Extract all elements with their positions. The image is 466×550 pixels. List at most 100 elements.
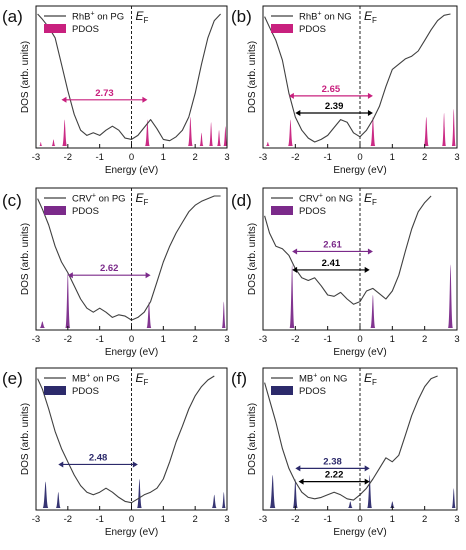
fermi-label-e: E [136, 9, 145, 23]
gap-arrow: 2.48 [58, 452, 138, 468]
panel-label: (f) [231, 369, 247, 388]
legend-pdos-label: PDOS [72, 24, 99, 35]
gap-arrow-head-left [288, 92, 294, 99]
gap-arrow-head-left [295, 465, 301, 472]
x-axis-label: Energy (eV) [333, 347, 386, 358]
legend-substrate: on NG [317, 374, 347, 385]
legend-molecule: RhB [72, 12, 90, 23]
gap-arrow: 2.65 [288, 84, 373, 99]
gap-arrow-head-right [364, 266, 370, 273]
dos-curve [264, 13, 451, 143]
gap-arrow-head-right [142, 96, 148, 103]
x-tick-label: 1 [161, 152, 166, 163]
x-tick-label: 1 [390, 334, 395, 345]
fermi-label: EF [136, 9, 149, 25]
dos-curve [37, 13, 221, 142]
gap-arrow: 2.22 [298, 470, 370, 485]
pdos-peak [370, 295, 376, 328]
x-tick-label: 0 [357, 152, 362, 163]
fermi-label: EF [364, 9, 377, 25]
x-tick-label: -2 [291, 514, 299, 525]
pdos-peak [223, 126, 227, 146]
gap-arrow: 2.41 [292, 258, 370, 273]
fermi-label: EF [136, 371, 149, 387]
pdos-peak [51, 139, 56, 146]
gap-arrow-head-right [367, 110, 373, 116]
gap-label: 2.61 [323, 239, 342, 250]
x-tick-label: 2 [422, 334, 427, 345]
pdos-peak [62, 119, 68, 146]
pdos-peak [389, 501, 395, 508]
gap-arrow-head-left [58, 461, 64, 468]
gap-arrow-head-left [295, 110, 301, 116]
fermi-label-sub: F [372, 378, 377, 387]
x-tick-label: 3 [224, 334, 229, 345]
fermi-label-sub: F [372, 16, 377, 25]
pdos-peak [199, 132, 204, 146]
pdos-peak [221, 492, 226, 508]
plot-area [37, 13, 227, 146]
x-tick-label: -3 [32, 334, 40, 345]
pdos-peak [442, 113, 447, 146]
panel-label: (b) [231, 7, 252, 26]
plot-area [264, 375, 456, 508]
x-tick-label: 0 [129, 514, 134, 525]
x-tick-label: 3 [454, 152, 459, 163]
x-tick-label: 2 [193, 334, 198, 345]
pdos-peak [289, 264, 295, 328]
x-tick-label: -1 [95, 152, 103, 163]
legend-dos-text: MB+ on NG [299, 373, 347, 385]
dos-panel-e: (e) 2.48 -3 -2 -1 0 1 2 3 Energy (eV) DOS (arb. un… [2, 367, 230, 538]
gap-arrow-head-right [367, 92, 373, 99]
x-tick-label: -1 [95, 514, 103, 525]
y-axis-label: DOS (arb. units) [20, 41, 31, 113]
fermi-label: EF [136, 191, 149, 207]
dos-curve [37, 195, 221, 321]
panel-label: (c) [2, 191, 22, 210]
fermi-label-sub: F [144, 378, 149, 387]
x-tick-label: 3 [454, 514, 459, 525]
panel-label: (d) [231, 191, 252, 210]
legend-pdos-label: PDOS [72, 386, 99, 397]
gap-label: 2.65 [322, 84, 341, 95]
dos-panel-f: (f) 2.38 2.22 -3 -2 -1 0 1 2 3 Energy (eV) DOS (arb… [231, 367, 460, 538]
pdos-peak [269, 475, 276, 508]
x-tick-label: 1 [161, 334, 166, 345]
x-tick-label: -2 [291, 334, 299, 345]
legend-superscript: + [92, 193, 96, 200]
x-tick-label: 0 [357, 514, 362, 525]
gap-arrow-head-left [292, 248, 298, 255]
gap-arrow: 2.38 [295, 456, 370, 472]
panel-label: (e) [2, 369, 23, 388]
pdos-peak [65, 272, 71, 328]
plot-area [264, 13, 456, 146]
gap-label: 2.73 [95, 88, 114, 99]
x-axis-label: Energy (eV) [333, 527, 386, 538]
x-axis-label: Energy (eV) [333, 165, 386, 176]
x-axis-label: Energy (eV) [105, 527, 158, 538]
x-tick-label: -3 [259, 334, 267, 345]
legend-superscript: + [317, 11, 321, 18]
pdos-peak [42, 481, 49, 508]
x-tick-label: -2 [291, 152, 299, 163]
plot-area [264, 195, 453, 328]
legend-dos-text: RhB+ on NG [299, 11, 352, 23]
legend-pdos-label: PDOS [72, 206, 99, 217]
x-tick-label: 1 [161, 514, 166, 525]
gap-arrow-head-right [367, 248, 373, 255]
x-tick-label: 1 [390, 152, 395, 163]
pdos-peak [370, 116, 376, 146]
x-tick-label: 2 [422, 514, 427, 525]
legend-pdos-label: PDOS [299, 386, 326, 397]
legend-superscript: + [319, 193, 323, 200]
legend-dos-text: MB+ on PG [72, 373, 120, 385]
pdos-peak [221, 301, 226, 328]
pdos-peak [451, 109, 456, 146]
legend-substrate: on NG [322, 12, 352, 23]
legend-pdos-swatch [44, 24, 66, 33]
pdos-peak [39, 142, 43, 146]
legend-superscript: + [86, 373, 90, 380]
